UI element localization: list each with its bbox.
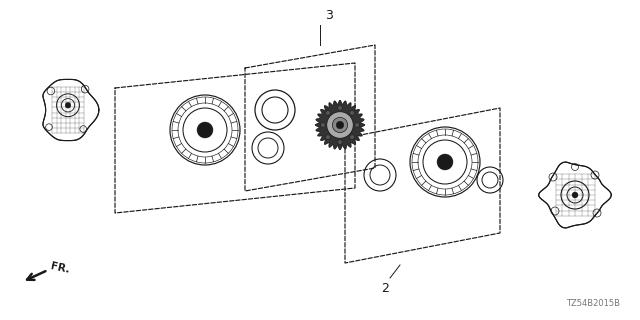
Text: 3: 3 bbox=[325, 9, 333, 22]
Circle shape bbox=[349, 135, 355, 140]
Circle shape bbox=[338, 140, 342, 144]
Circle shape bbox=[321, 123, 325, 127]
Circle shape bbox=[65, 102, 71, 108]
Circle shape bbox=[326, 110, 330, 115]
Circle shape bbox=[326, 112, 353, 138]
Text: TZ54B2015B: TZ54B2015B bbox=[566, 299, 620, 308]
Circle shape bbox=[332, 117, 348, 132]
Circle shape bbox=[338, 106, 342, 110]
Circle shape bbox=[326, 135, 330, 140]
Polygon shape bbox=[539, 162, 611, 228]
Circle shape bbox=[572, 192, 578, 198]
Circle shape bbox=[336, 121, 344, 129]
Polygon shape bbox=[316, 100, 365, 150]
Polygon shape bbox=[43, 79, 99, 140]
Text: 2: 2 bbox=[381, 282, 389, 295]
Circle shape bbox=[349, 110, 355, 115]
Text: FR.: FR. bbox=[50, 261, 71, 275]
Circle shape bbox=[197, 122, 213, 138]
Circle shape bbox=[437, 154, 453, 170]
Circle shape bbox=[355, 123, 360, 127]
